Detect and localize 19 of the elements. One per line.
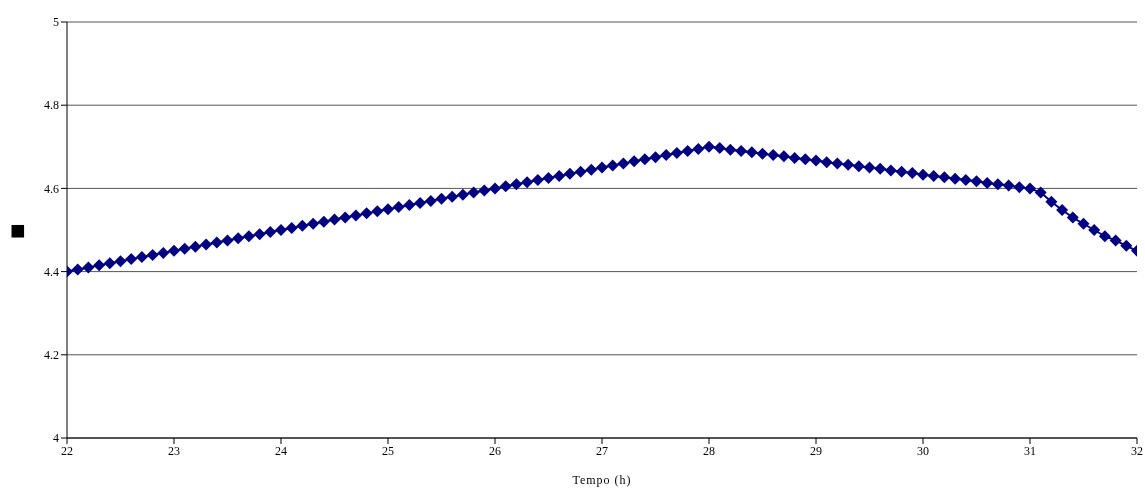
x-tick-label: 24 [275, 443, 287, 458]
x-tick-label: 25 [382, 443, 394, 458]
y-tick-label: 5 [53, 15, 59, 30]
x-axis-title: Tempo (h) [572, 473, 632, 487]
x-tick-label: 27 [596, 443, 608, 458]
x-tick-label: 32 [1131, 443, 1143, 458]
y-axis-title: ■ [10, 216, 26, 246]
y-tick-label: 4 [53, 431, 59, 446]
x-tick-label: 26 [489, 443, 501, 458]
x-tick-label: 22 [61, 443, 73, 458]
y-tick-label: 4.8 [44, 98, 59, 113]
x-tick-label: 29 [810, 443, 822, 458]
x-tick-label: 30 [917, 443, 929, 458]
x-tick-label: 28 [703, 443, 715, 458]
y-tick-label: 4.4 [44, 264, 59, 279]
x-tick-label: 23 [168, 443, 180, 458]
y-tick-label: 4.6 [44, 181, 59, 196]
x-tick-label: 31 [1024, 443, 1036, 458]
y-tick-label: 4.2 [44, 348, 59, 363]
